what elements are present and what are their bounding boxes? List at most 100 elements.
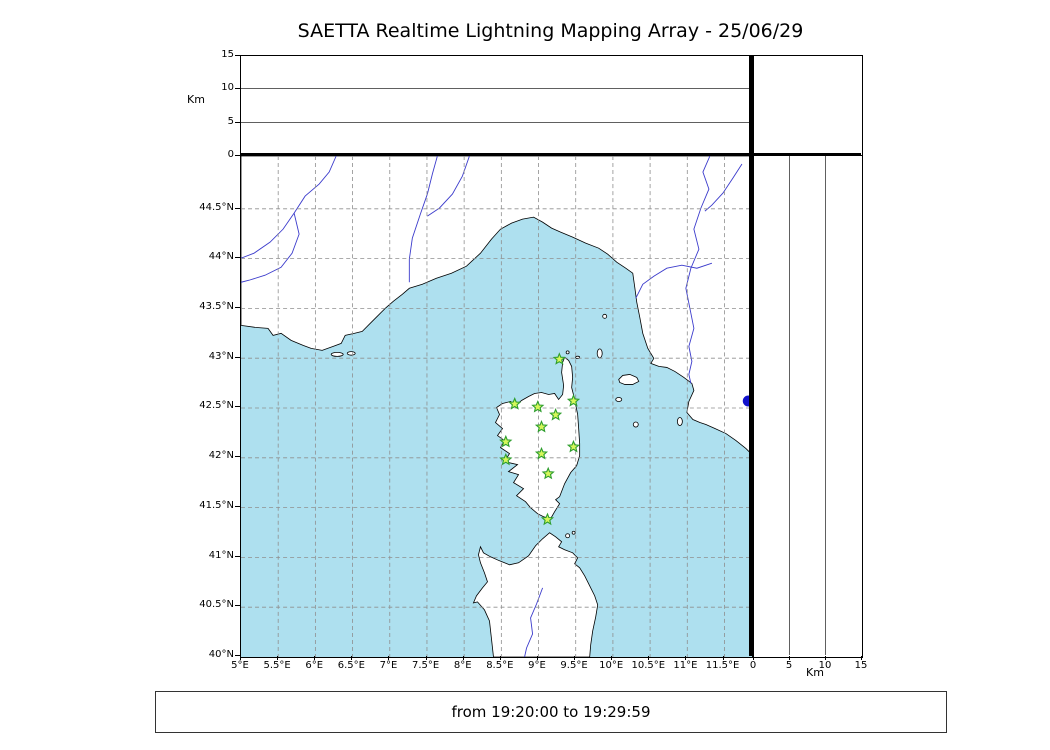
latitude-tick-label: 42°N (208, 450, 234, 462)
altitude-gridline (825, 156, 826, 655)
altitude-vs-longitude-panel (240, 55, 753, 157)
tick-mark (235, 307, 240, 309)
island (565, 533, 571, 539)
tick-mark (235, 505, 240, 507)
km-axis-label-right: Km (806, 666, 824, 679)
station-marker (499, 434, 513, 448)
altitude-tick-label: 0 (749, 660, 757, 671)
longitude-tick-label: 7.5°E (411, 660, 440, 671)
longitude-tick-label: 10.5°E (631, 660, 666, 671)
longitude-tick-label: 9°E (528, 660, 546, 671)
altitude-gridline (789, 156, 790, 655)
station-marker (540, 512, 555, 526)
latitude-tick-label: 41.5°N (199, 499, 234, 511)
tick-mark (388, 656, 390, 660)
longitude-tick-label: 6°E (305, 660, 324, 671)
tick-mark (235, 356, 240, 358)
tick-mark (685, 656, 687, 660)
tick-mark (235, 155, 240, 156)
tick-mark (235, 555, 240, 557)
altitude-tick-label: 10 (818, 660, 832, 671)
altitude-gridline (241, 88, 750, 90)
tick-mark (235, 605, 240, 607)
island (602, 313, 608, 319)
latitude-tick-label: 40.5°N (199, 599, 234, 611)
river (241, 213, 300, 283)
station-marker (534, 446, 549, 460)
small-islands (330, 313, 683, 539)
river (427, 156, 470, 217)
station-marker (531, 400, 545, 413)
island (346, 351, 356, 356)
river (704, 163, 743, 212)
latitude-tick-label: 41°N (208, 549, 234, 561)
altitude-tick-label: 15 (221, 49, 234, 60)
longitude-tick-label: 9.5°E (560, 660, 588, 671)
latitude-tick-label: 43°N (208, 350, 234, 362)
tick-mark (235, 456, 240, 458)
tick-mark (825, 656, 826, 660)
panel-divider-horizontal (240, 153, 861, 156)
island (632, 421, 639, 428)
station-marker (534, 419, 549, 433)
altitude-tick-label: 5 (785, 660, 793, 671)
tick-mark (499, 656, 501, 660)
altitude-tick-label: 5 (227, 115, 234, 127)
altitude-tick-label: 0 (227, 149, 234, 160)
longitude-tick-label: 11.5°E (705, 660, 740, 671)
time-range-text: from 19:20:00 to 19:29:59 (451, 703, 651, 721)
tick-mark (235, 55, 240, 56)
station-markers (499, 352, 581, 526)
longitude-tick-label: 11°E (673, 660, 698, 671)
altitude-gridline (241, 121, 750, 123)
tick-mark (235, 257, 240, 259)
tick-mark (235, 406, 240, 408)
latitude-tick-label: 44.5°N (199, 201, 234, 213)
island (618, 374, 640, 385)
altitude-vs-latitude-panel (753, 155, 863, 658)
station-marker (566, 439, 581, 453)
station-marker (499, 452, 513, 466)
tick-mark (611, 656, 613, 660)
tick-mark (574, 656, 576, 660)
tick-mark (753, 656, 754, 660)
altitude-tick-label: 10 (221, 82, 234, 94)
longitude-tick-label: 7°E (379, 660, 398, 671)
corsica-coast (494, 356, 581, 520)
altitude-tick-label: 15 (854, 660, 868, 671)
station-marker (566, 394, 581, 407)
time-range-box: from 19:20:00 to 19:29:59 (155, 691, 947, 733)
tick-mark (722, 656, 724, 660)
latitude-tick-label: 44°N (208, 251, 234, 263)
station-marker (549, 407, 563, 421)
longitude-tick-label: 5.5°E (263, 660, 291, 671)
longitude-tick-label: 10°E (599, 660, 624, 671)
station-marker (508, 397, 522, 410)
tick-mark (240, 656, 241, 660)
panel-divider-vertical (749, 55, 752, 656)
tick-mark (277, 656, 279, 660)
longitude-tick-label: 8.5°E (486, 660, 514, 671)
tick-mark (861, 656, 862, 660)
map (241, 156, 752, 657)
island (615, 397, 623, 402)
tick-mark (235, 207, 240, 209)
tick-mark (425, 656, 427, 660)
river (685, 156, 711, 384)
longitude-tick-label: 5°E (231, 660, 249, 671)
tick-mark (314, 656, 316, 660)
altitude-histogram-panel (753, 55, 863, 157)
tick-mark (235, 655, 240, 656)
map-panel (240, 155, 753, 658)
tick-mark (648, 656, 650, 660)
island (596, 348, 603, 359)
station-marker (552, 352, 567, 365)
tick-mark (351, 656, 353, 660)
page-title: SAETTA Realtime Lightning Mapping Array … (297, 20, 804, 42)
station-marker (541, 466, 555, 480)
latitude-tick-label: 42.5°N (199, 400, 234, 412)
tick-mark (235, 121, 240, 123)
tick-mark (462, 656, 464, 660)
tick-mark (536, 656, 538, 660)
